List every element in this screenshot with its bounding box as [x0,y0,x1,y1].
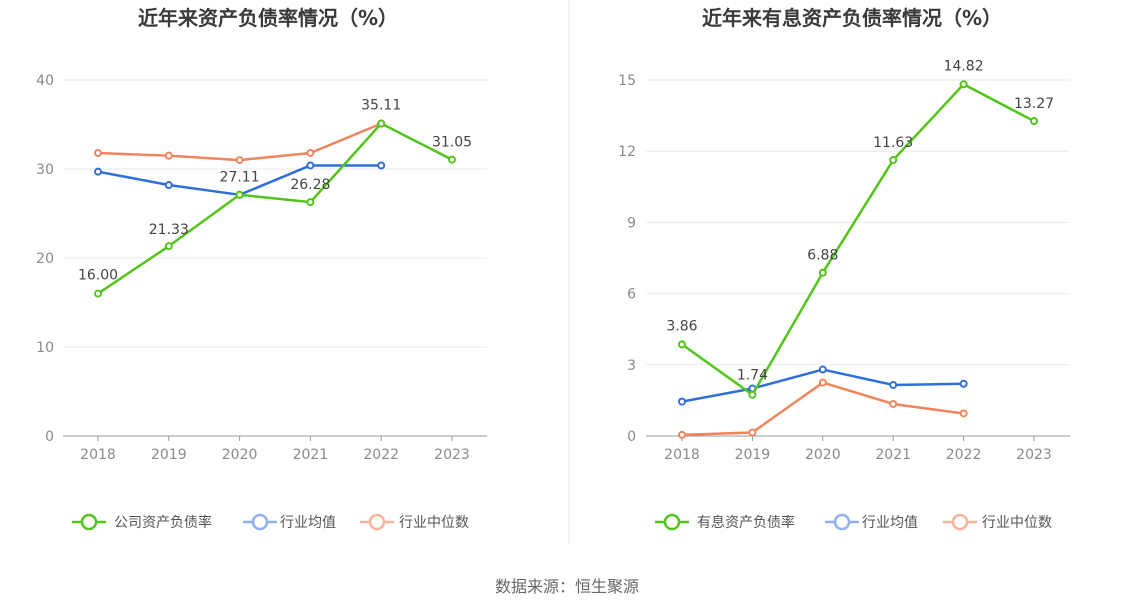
x-tick-label: 2018 [80,447,116,463]
legend-label[interactable]: 公司资产负债率 [114,514,212,531]
data-label: 3.86 [666,318,697,334]
y-tick-label: 15 [618,73,636,89]
data-point [164,242,173,251]
x-tick-label: 2018 [664,447,700,463]
y-tick-label: 12 [618,144,636,160]
x-tick-label: 2023 [1016,447,1052,463]
data-point [678,397,686,406]
data-point [235,156,244,165]
data-label: 13.27 [1014,96,1054,112]
y-tick-label: 6 [627,287,636,303]
data-point [377,161,386,170]
x-tick-label: 2019 [151,447,187,463]
x-tick-label: 2021 [293,447,329,463]
x-tick-label: 2022 [946,447,982,463]
legend-marker [663,513,681,531]
y-tick-label: 20 [36,251,54,267]
y-tick-label: 9 [627,215,636,231]
data-source: 数据来源：恒生聚源 [494,577,639,596]
legend-marker [951,513,969,531]
data-label: 11.63 [873,135,913,151]
legend-label[interactable]: 行业均值 [280,515,336,531]
y-tick-label: 40 [36,73,54,89]
series-line [681,83,1035,396]
data-point [889,155,898,164]
y-tick-label: 0 [627,429,636,445]
x-tick-label: 2020 [805,447,841,463]
data-point [377,119,386,128]
data-point [959,409,968,418]
legend-marker [833,513,851,531]
y-tick-label: 0 [45,429,54,445]
chart-title: 近年来资产负债率情况（%） [138,6,398,30]
data-point [678,340,686,349]
x-tick-label: 2021 [875,447,911,463]
data-point [1030,117,1038,126]
data-point [818,378,827,387]
data-label: 16.00 [78,268,118,284]
x-tick-label: 2023 [434,447,470,463]
data-label: 21.33 [149,222,189,238]
y-tick-label: 3 [627,358,636,374]
data-point [94,289,102,298]
y-tick-label: 30 [36,162,54,178]
data-point [959,80,968,89]
data-label: 27.11 [220,170,260,186]
data-label: 35.11 [361,98,401,114]
legend-label[interactable]: 有息资产负债率 [697,514,795,531]
legend-marker [80,513,98,531]
data-point [818,365,827,374]
data-label: 26.28 [290,177,330,193]
data-label: 31.05 [432,135,472,151]
data-point [164,181,173,190]
data-point [94,167,102,176]
chart-title: 近年来有息资产负债率情况（%） [702,6,1002,30]
x-tick-label: 2022 [363,447,399,463]
legend-label[interactable]: 行业中位数 [399,515,469,531]
interest-bearing-liability-ratio-chart: 近年来有息资产负债率情况（%） 0 3 6 9 12 15 2018 2019 2020 2021 2… [618,6,1070,531]
data-point [164,151,173,160]
x-tick-label: 2020 [222,447,258,463]
x-tick-label: 2019 [735,447,771,463]
data-label: 6.88 [807,248,838,264]
data-point [306,198,315,207]
data-point [818,268,827,277]
legend-label[interactable]: 行业中位数 [982,515,1052,531]
data-label: 1.74 [737,368,768,384]
series-line [681,381,964,437]
data-point [448,155,456,164]
data-point [748,428,757,437]
data-point [678,430,686,439]
asset-liability-ratio-chart: 近年来资产负债率情况（%） 0 10 20 30 40 2018 2019 2020 2021 20… [36,6,487,531]
series-line [97,122,382,162]
data-point [94,148,102,157]
data-point [959,379,968,388]
data-point [306,161,315,170]
data-point [889,399,898,408]
data-point [889,380,898,389]
data-label: 14.82 [944,58,984,74]
data-point [306,148,315,157]
data-point [235,190,244,199]
legend-label[interactable]: 行业均值 [862,515,918,531]
y-tick-label: 10 [36,340,54,356]
series-line [97,122,453,295]
legend-marker [251,513,269,531]
legend-marker [368,513,386,531]
data-point [748,390,757,399]
